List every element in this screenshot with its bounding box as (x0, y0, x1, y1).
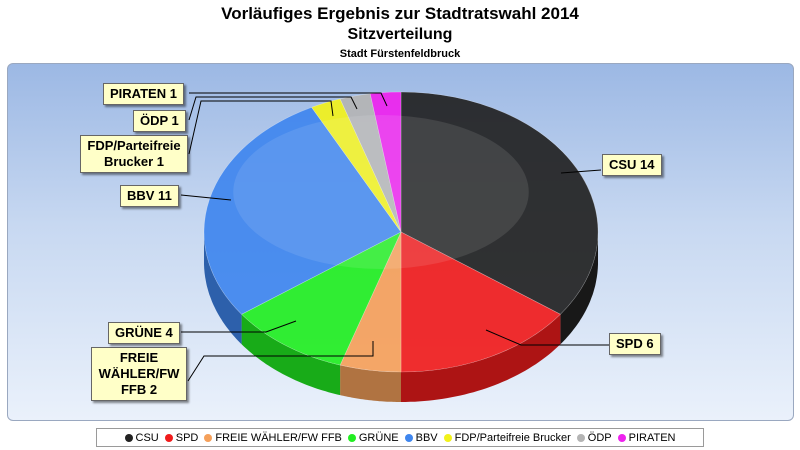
pie-side-4 (204, 232, 242, 345)
legend-label: PIRATEN (628, 431, 676, 444)
legend-swatch (617, 433, 626, 442)
pie-slice-csu (400, 91, 599, 315)
legend: CSU SPD FREIE WÄHLER/FW FFB GRÜNE BBV FD… (96, 428, 704, 447)
slice-label-piraten: PIRATEN 1 (103, 83, 184, 105)
leader-line-0 (560, 169, 602, 174)
legend-item: SPD (164, 431, 199, 444)
pie-slice-spd (400, 231, 561, 373)
slice-label-spd: SPD 6 (609, 333, 661, 355)
legend-item: FDP/Parteifreie Brucker (443, 431, 571, 444)
pie-slice-piraten (369, 91, 402, 233)
leader-line-1 (485, 329, 610, 346)
leader-lines (180, 92, 610, 382)
pie-side-0 (560, 232, 598, 345)
pie-slice-bbv (203, 106, 402, 315)
legend-swatch (443, 433, 452, 442)
pie-side-2 (340, 365, 401, 402)
pie-slice--dp (339, 93, 402, 233)
legend-label: FREIE WÄHLER/FW FFB (215, 431, 342, 444)
pie-gloss (233, 115, 529, 269)
legend-label: SPD (175, 431, 199, 444)
legend-label: GRÜNE (358, 431, 399, 444)
leader-line-6 (188, 96, 358, 121)
slice-label-gruene: GRÜNE 4 (108, 322, 180, 344)
legend-item: BBV (404, 431, 438, 444)
pie-slice-fdp-parteifreie-brucker (311, 98, 402, 233)
pie-side-1 (401, 314, 561, 402)
pie-chart (180, 91, 610, 402)
slice-label-fdp: FDP/Parteifreie Brucker 1 (80, 135, 188, 173)
slice-label-oedp: ÖDP 1 (133, 110, 186, 132)
pie-side-3 (241, 314, 341, 396)
legend-item: CSU (124, 431, 159, 444)
chart-subtitle: Sitzverteilung (347, 26, 453, 43)
pie-slice-freie-w-hler-fw-ffb (339, 231, 402, 373)
legend-swatch (576, 433, 585, 442)
legend-item: ÖDP (576, 431, 612, 444)
chart-subtitle-city: Stadt Fürstenfeldbruck (339, 48, 461, 60)
leader-line-7 (189, 92, 388, 107)
legend-swatch (347, 433, 356, 442)
leader-line-5 (188, 100, 334, 155)
legend-item: GRÜNE (347, 431, 399, 444)
leader-line-4 (180, 194, 232, 201)
chart-title: Vorläufiges Ergebnis zur Stadtratswahl 2… (221, 4, 579, 23)
legend-swatch (404, 433, 413, 442)
legend-swatch (124, 433, 133, 442)
legend-swatch (164, 433, 173, 442)
legend-item: PIRATEN (617, 431, 676, 444)
legend-label: CSU (135, 431, 159, 444)
legend-label: ÖDP (587, 431, 612, 444)
leader-line-3 (181, 320, 297, 333)
legend-label: FDP/Parteifreie Brucker (454, 431, 571, 444)
leader-line-2 (187, 341, 374, 382)
pie-slice-gr-ne (241, 231, 402, 366)
pie-sides (204, 232, 598, 402)
legend-swatch (204, 433, 213, 442)
slice-label-csu: CSU 14 (602, 154, 662, 176)
pie-top (203, 91, 599, 373)
legend-item: FREIE WÄHLER/FW FFB (204, 432, 342, 444)
slice-label-freie-waehler: FREIE WÄHLER/FW FFB 2 (91, 347, 187, 401)
slice-label-bbv: BBV 11 (120, 185, 179, 207)
legend-label: BBV (415, 431, 438, 444)
